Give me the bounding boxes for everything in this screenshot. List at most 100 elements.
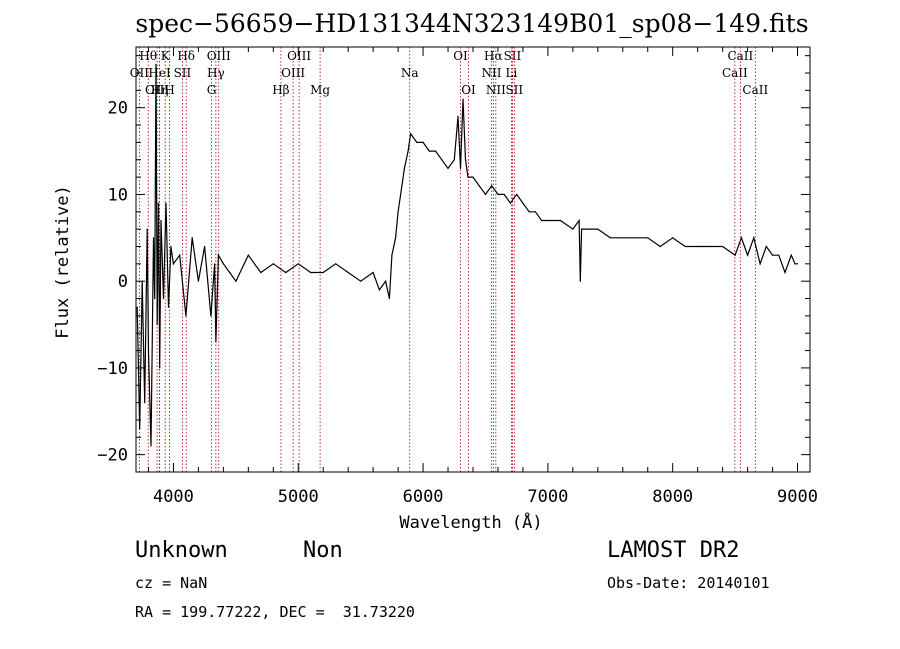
spectral-line-label-19: NII <box>481 66 501 80</box>
data-point <box>697 245 699 248</box>
data-point <box>453 159 455 161</box>
x-axis-label: Wavelength (Å) <box>399 511 542 533</box>
data-point <box>484 193 487 196</box>
data-point <box>146 228 148 230</box>
data-point <box>204 245 206 248</box>
data-point <box>534 211 537 213</box>
data-point <box>322 271 324 274</box>
data-point <box>235 280 237 282</box>
data-point <box>746 254 749 256</box>
data-point <box>378 289 380 291</box>
data-point <box>191 237 193 239</box>
data-point <box>409 133 412 135</box>
data-point <box>647 237 649 239</box>
data-point <box>144 402 146 404</box>
data-point <box>397 211 399 213</box>
data-point <box>372 271 374 274</box>
data-point <box>579 280 581 282</box>
axes: 4000 5000 6000 7000 8000 9000 −20 −10 0 10 20 <box>97 47 818 507</box>
data-point <box>491 185 493 187</box>
data-point <box>796 263 799 265</box>
spectral-line-label-27: CaII <box>742 83 768 97</box>
data-point <box>771 254 774 256</box>
spectral-line-label-5: K <box>161 49 171 63</box>
ra-dec: RA = 199.77222, DEC = 31.73220 <box>135 603 415 621</box>
spectral-line-markers: OIIHθOIIIHeIHηKSIIHHδGHγOIIIHβOIIIOIIIMg… <box>130 47 768 472</box>
spectral-line-label-2: OIII <box>145 83 169 97</box>
spectral-line-label-20: Hα <box>484 49 503 63</box>
data-point <box>422 141 424 144</box>
data-point <box>528 211 530 213</box>
data-point <box>401 185 403 187</box>
data-point <box>709 245 711 248</box>
x-tick-label: 9000 <box>777 487 818 507</box>
data-point <box>597 228 599 230</box>
data-point <box>229 271 231 274</box>
data-point <box>778 254 780 256</box>
data-point <box>310 271 312 274</box>
spectral-line-label-21: NII <box>486 83 506 97</box>
data-point <box>217 254 219 256</box>
data-point <box>167 306 170 308</box>
data-point <box>497 193 499 196</box>
data-point <box>388 297 390 300</box>
data-point <box>285 271 287 274</box>
spectral-line-label-15: Mg <box>310 83 330 97</box>
spectrum-series <box>136 63 799 447</box>
data-point <box>478 185 480 187</box>
y-axis-label: Flux (relative) <box>53 185 73 339</box>
data-point <box>150 445 152 447</box>
data-point <box>784 271 786 274</box>
data-point <box>740 237 742 239</box>
data-point <box>215 341 217 343</box>
data-point <box>659 245 661 248</box>
spectral-line-label-18: OI <box>461 83 476 97</box>
spectral-line-label-9: G <box>207 83 217 97</box>
data-point <box>272 263 274 265</box>
data-point <box>753 237 755 239</box>
data-point <box>547 219 549 222</box>
spectral-line-label-10: Hγ <box>207 66 225 80</box>
data-point <box>197 280 200 282</box>
data-point <box>297 263 299 265</box>
spectral-line-label-11: OIII <box>207 49 231 63</box>
chart-title: spec−56659−HD131344N323149B01_sp08−149.f… <box>135 9 808 38</box>
data-point <box>734 254 736 256</box>
data-point <box>156 323 158 326</box>
data-point <box>335 263 337 265</box>
spectral-line-label-24: SII <box>505 83 523 97</box>
data-point <box>467 176 469 178</box>
data-point <box>622 237 624 239</box>
y-tick-label: −10 <box>97 359 128 379</box>
spectral-line-label-4: Hη <box>151 83 169 97</box>
data-point <box>578 219 580 222</box>
data-point <box>634 237 636 239</box>
data-point <box>210 315 212 317</box>
data-point <box>360 280 362 282</box>
data-point <box>759 263 761 265</box>
x-tick-label: 7000 <box>527 487 568 507</box>
object-class: Unknown <box>135 538 228 563</box>
y-tick-label: 0 <box>118 272 128 292</box>
data-point <box>541 219 543 222</box>
data-point <box>503 193 505 196</box>
x-tick-label: 6000 <box>403 487 444 507</box>
spectral-line-label-12: Hβ <box>272 83 289 97</box>
data-point <box>447 167 449 170</box>
data-point <box>407 150 409 152</box>
spectral-line-label-6: SII <box>174 66 192 80</box>
data-point <box>347 271 349 274</box>
data-point <box>160 219 162 222</box>
spectral-line-label-17: OI <box>453 49 468 63</box>
data-point <box>222 263 224 265</box>
spectral-line-label-26: CaII <box>727 49 753 63</box>
data-point <box>462 98 464 100</box>
data-point <box>516 193 518 196</box>
data-point <box>457 115 459 117</box>
spectral-line-label-22: SII <box>504 49 522 63</box>
spectral-line-label-8: Hδ <box>177 49 195 63</box>
spectral-line-label-16: Na <box>401 66 419 80</box>
data-point <box>159 367 161 369</box>
data-point <box>559 219 561 222</box>
